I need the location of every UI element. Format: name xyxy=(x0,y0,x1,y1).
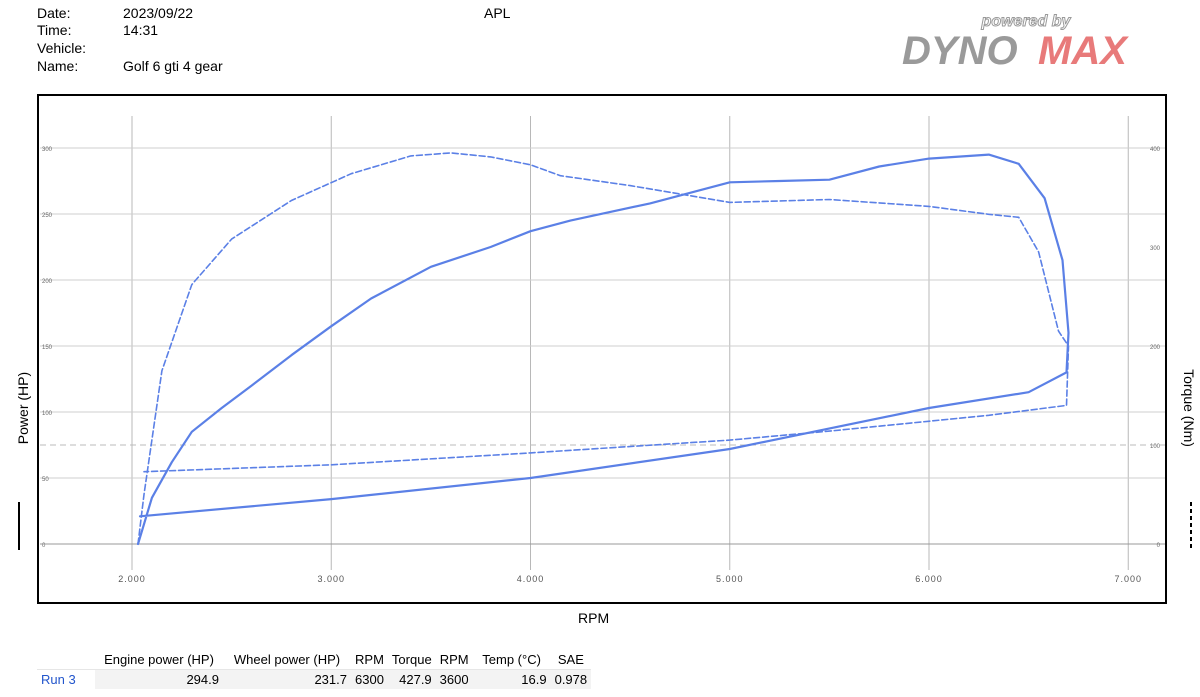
results-row[interactable]: Run 3 294.9 231.7 6300 427.9 3600 16.9 0… xyxy=(37,669,592,689)
x-axis-label: RPM xyxy=(578,610,610,626)
date-label: Date: xyxy=(37,5,71,21)
x-tick-label: 6.000 xyxy=(915,574,943,584)
torque-rpm-value: 3600 xyxy=(435,669,473,689)
x-tick-label: 4.000 xyxy=(517,574,545,584)
results-header-torque: Torque xyxy=(387,650,436,670)
results-header-run xyxy=(37,650,95,670)
y-left-tick-label: 200 xyxy=(42,279,53,285)
torque-value: 427.9 xyxy=(387,669,436,689)
results-header-sae: SAE xyxy=(550,650,592,670)
power-rpm-value: 6300 xyxy=(351,669,388,689)
results-table: Engine power (HP) Wheel power (HP) RPM T… xyxy=(37,650,592,689)
y-right-tick-label: 400 xyxy=(1150,147,1161,153)
y-left-tick-label: 50 xyxy=(42,477,49,483)
y-left-tick-label: 100 xyxy=(42,411,53,417)
results-header-wheel-power: Wheel power (HP) xyxy=(223,650,351,670)
company-name: APL xyxy=(484,5,511,21)
logo-tagline: powered by xyxy=(981,13,1072,30)
power-curve xyxy=(136,153,1070,546)
x-tick-label: 3.000 xyxy=(317,574,345,584)
y-right-tick-label: 100 xyxy=(1150,444,1161,450)
sae-value: 0.978 xyxy=(550,669,592,689)
wheel-power-value: 231.7 xyxy=(223,669,351,689)
time-label: Time: xyxy=(37,22,72,38)
x-tick-label: 2.000 xyxy=(118,574,146,584)
y-left-tick-label: 250 xyxy=(42,213,53,219)
y-right-tick-label: 0 xyxy=(1157,543,1161,549)
dynomax-logo: powered by DYNO MAX xyxy=(902,13,1129,73)
power-legend-marker xyxy=(18,502,20,550)
run-name[interactable]: Run 3 xyxy=(37,669,95,689)
vehicle-label: Vehicle: xyxy=(37,40,87,56)
torque-curve xyxy=(137,152,1070,545)
torque-legend-marker xyxy=(1190,502,1192,550)
name-value: Golf 6 gti 4 gear xyxy=(123,58,223,74)
results-header-temp: Temp (°C) xyxy=(472,650,551,670)
logo-text-dyno: DYNO xyxy=(902,29,1018,72)
time-value: 14:31 xyxy=(123,22,159,38)
y-axis-right-label: Torque (Nm) xyxy=(1181,369,1197,447)
x-tick-label: 7.000 xyxy=(1114,574,1142,584)
temp-value: 16.9 xyxy=(472,669,551,689)
chart-frame xyxy=(37,94,1167,604)
y-left-tick-label: 0 xyxy=(42,543,46,549)
results-header-row: Engine power (HP) Wheel power (HP) RPM T… xyxy=(37,650,592,670)
results-header-power-rpm: RPM xyxy=(351,650,388,670)
date-value: 2023/09/22 xyxy=(123,5,194,21)
y-right-tick-label: 200 xyxy=(1150,345,1161,351)
y-left-tick-label: 150 xyxy=(42,345,53,351)
name-label: Name: xyxy=(37,58,79,74)
results-header-engine-power: Engine power (HP) xyxy=(95,650,223,670)
results-header-torque-rpm: RPM xyxy=(435,650,473,670)
engine-power-value: 294.9 xyxy=(95,669,223,689)
x-tick-label: 5.000 xyxy=(716,574,744,584)
y-left-tick-label: 300 xyxy=(42,147,53,153)
logo-text-max: MAX xyxy=(1038,29,1129,72)
y-right-tick-label: 300 xyxy=(1150,246,1161,252)
y-axis-left-label: Power (HP) xyxy=(15,371,31,445)
